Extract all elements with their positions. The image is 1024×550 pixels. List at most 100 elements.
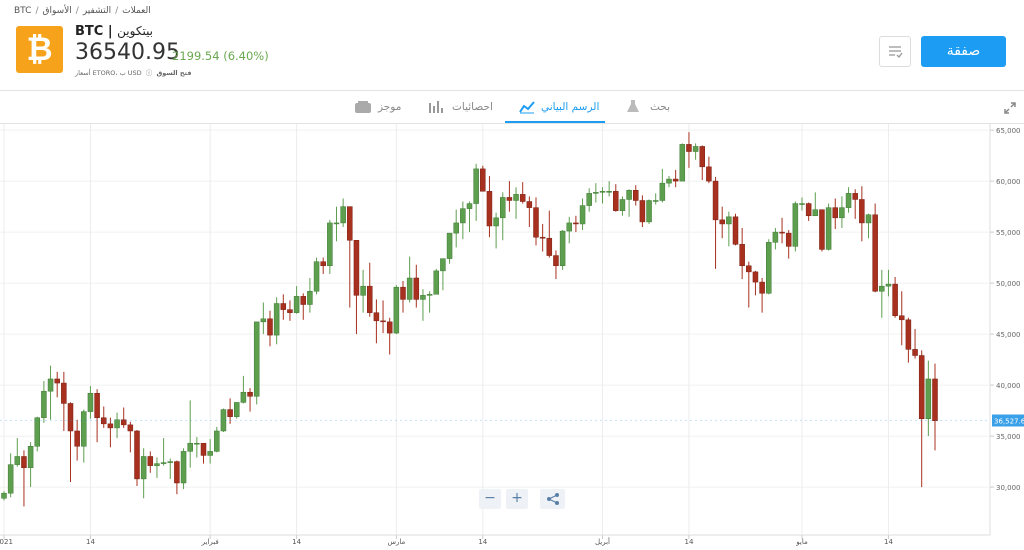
candle-body [519,194,526,202]
candle-body [240,391,247,403]
candle-body [799,203,805,205]
crumb[interactable]: BTC [14,6,32,16]
candle-body [180,451,187,484]
y-tick-label: 40,000 [996,382,1021,390]
candle-body [652,200,659,202]
expand-icon[interactable] [1003,101,1017,115]
candle-body [420,295,426,300]
share-button[interactable] [540,489,565,509]
candle-body [912,349,918,356]
candle-body [406,277,413,300]
candle-body [127,424,134,432]
tab[interactable]: احصائيات [452,101,493,113]
candle-body [706,166,712,182]
instrument-title: BTC | بيتكوين [75,24,154,39]
market-status: فتح السوق [156,69,192,77]
candle-body [613,191,619,211]
candle-body [885,283,892,287]
candle-body [500,197,506,219]
x-tick-label: مارس [387,538,405,546]
candle-body [692,146,699,152]
zoom-in[interactable]: + [506,489,528,509]
candle-body [746,265,752,273]
candle-body [34,417,40,447]
tab-icon [627,100,639,112]
candle-body [207,451,213,456]
candle-body [347,206,353,241]
candle-body [925,378,932,419]
active-tab-underline [505,121,605,123]
trade-button[interactable]: صفقة [921,36,1006,67]
watchlist-button[interactable] [879,36,911,67]
candle-body [839,207,845,219]
candle-body [559,230,566,267]
candle-body [766,242,772,294]
candle-body [14,456,21,465]
candle-body [393,286,400,334]
candle-body [194,442,200,445]
crumb[interactable]: التشفير [82,6,112,16]
candle-body [54,378,60,384]
candle-body [792,203,799,247]
candle-body [426,294,433,296]
candle-body [852,193,858,200]
candle-body [892,283,898,316]
watchlist-icon [889,46,903,58]
y-tick-label: 65,000 [996,127,1021,135]
candle-body [147,456,154,466]
candle-body [819,209,825,250]
candle-body [333,222,340,225]
crumb[interactable]: الأسواق [42,6,72,16]
candle-body [154,463,160,466]
candle-body [227,409,233,417]
x-tick-label: أبريل [595,537,610,546]
candle-body [247,391,253,397]
candle-body [114,419,120,429]
tab-icon [355,101,371,113]
candle-body [353,240,360,296]
tab[interactable]: بحث [650,101,671,113]
candle-body [646,200,652,223]
candle-body [546,237,553,256]
candle-body [87,392,94,412]
candle-body [446,232,453,259]
candle-body [865,214,872,224]
candle-body [101,417,107,425]
share-icon [546,493,559,505]
candle-body [7,464,14,494]
candle-body [1,492,7,499]
candle-body [27,446,34,468]
candle-body [440,258,446,272]
tab[interactable]: الرسم البياني [541,101,600,113]
candle-body [486,191,493,227]
tab[interactable]: موجز [378,101,402,113]
candle-body [300,296,306,305]
candle-body [533,207,539,238]
candle-body [460,208,466,224]
candle-body [666,178,672,184]
y-tick-label: 35,000 [996,433,1021,441]
candle-body [719,219,725,225]
x-tick-label: مايو [795,538,808,546]
candle-body [879,285,885,292]
x-tick-label: 14 [884,538,893,546]
instrument-name: بيتكوين [117,24,154,38]
candle-body [732,216,739,245]
candle-body [553,255,559,267]
candle-body [41,390,47,418]
candle-body [81,411,87,447]
y-tick-label: 45,000 [996,331,1021,339]
zoom-out[interactable]: − [479,489,501,509]
y-tick-label: 30,000 [996,484,1021,492]
candle-body [493,217,499,227]
y-tick-label: 55,000 [996,229,1021,237]
candle-body [859,199,865,224]
candle-body [160,462,167,464]
candle-body [619,199,626,211]
candle-body [253,321,260,397]
candle-body [61,382,67,404]
crumb[interactable]: العملات [122,6,151,16]
candle-body [726,216,732,225]
candle-body [566,222,572,232]
candle-body [573,222,579,225]
